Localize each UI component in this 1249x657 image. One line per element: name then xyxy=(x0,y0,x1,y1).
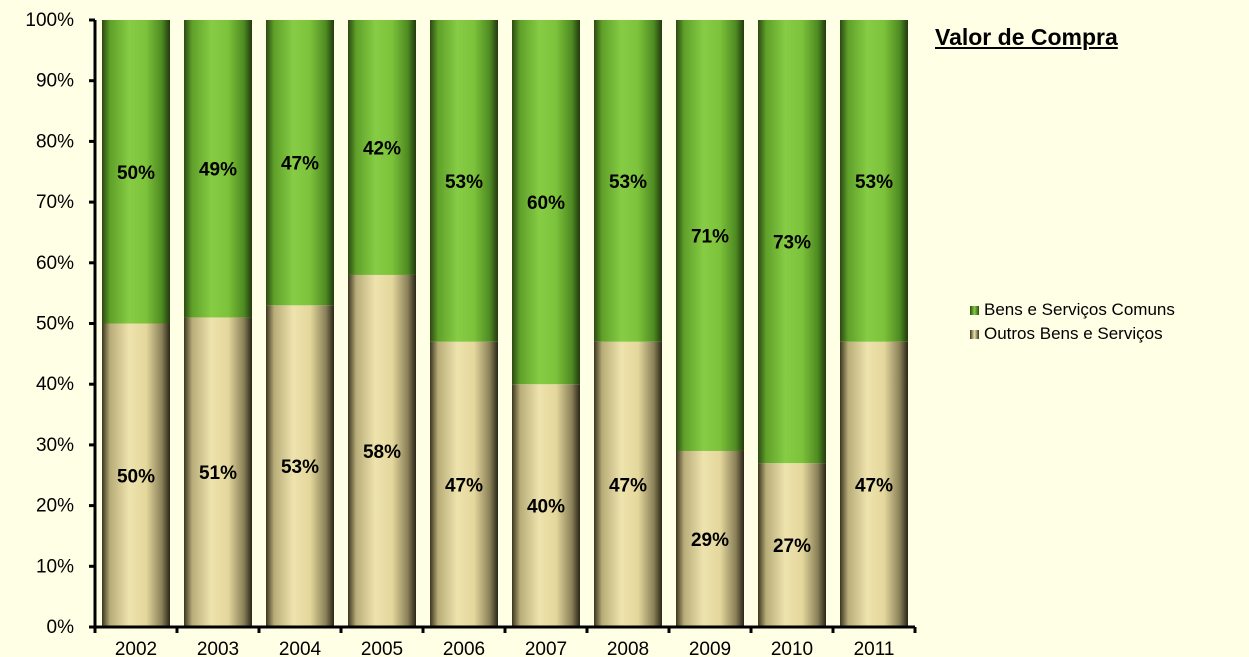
data-label-comuns-2010: 73% xyxy=(773,233,811,254)
x-tick-label-2006: 2006 xyxy=(443,639,485,657)
legend-item-comuns: Bens e Serviços Comuns xyxy=(970,298,1175,322)
data-label-outros-2006: 47% xyxy=(445,475,483,496)
y-tick-label-30%: 30% xyxy=(36,435,74,456)
bar-outros-2005 xyxy=(348,274,416,627)
bar-comuns-2006 xyxy=(430,20,498,342)
legend-label-outros: Outros Bens e Serviços xyxy=(984,324,1163,343)
y-tick-label-100%: 100% xyxy=(25,10,74,31)
legend-swatch-comuns xyxy=(970,305,979,315)
bar-comuns-2007 xyxy=(512,20,580,385)
y-tick-label-90%: 90% xyxy=(36,71,74,92)
bar-comuns-2011 xyxy=(840,20,908,342)
y-tick-label-0%: 0% xyxy=(47,617,75,638)
data-label-comuns-2003: 49% xyxy=(199,160,237,181)
x-tick-label-2010: 2010 xyxy=(771,639,813,657)
y-tick-label-10%: 10% xyxy=(36,556,74,577)
bar-comuns-2003 xyxy=(184,20,252,318)
data-label-comuns-2009: 71% xyxy=(691,226,729,247)
legend-item-outros: Outros Bens e Serviços xyxy=(970,322,1175,346)
data-label-outros-2007: 40% xyxy=(527,497,565,518)
bar-outros-2004 xyxy=(266,305,334,627)
y-tick-label-70%: 70% xyxy=(36,192,74,213)
bar-comuns-2002 xyxy=(102,20,170,324)
x-tick-label-2003: 2003 xyxy=(197,639,239,657)
x-tick-label-2009: 2009 xyxy=(689,639,731,657)
legend: Bens e Serviços Comuns Outros Bens e Ser… xyxy=(970,298,1175,346)
data-label-comuns-2007: 60% xyxy=(527,193,565,214)
legend-label-comuns: Bens e Serviços Comuns xyxy=(984,300,1175,319)
bar-outros-2006 xyxy=(430,341,498,627)
y-tick-label-40%: 40% xyxy=(36,374,74,395)
chart-title: Valor de Compra xyxy=(935,24,1118,50)
y-tick-label-50%: 50% xyxy=(36,314,74,335)
bar-outros-2003 xyxy=(184,317,252,627)
bar-outros-2011 xyxy=(840,341,908,627)
bar-comuns-2008 xyxy=(594,20,662,342)
x-tick-label-2008: 2008 xyxy=(607,639,649,657)
bar-comuns-2010 xyxy=(758,20,826,464)
bar-comuns-2009 xyxy=(676,20,744,451)
bar-comuns-2004 xyxy=(266,20,334,306)
data-label-outros-2010: 27% xyxy=(773,536,811,557)
data-label-outros-2011: 47% xyxy=(855,475,893,496)
data-label-outros-2002: 50% xyxy=(117,466,155,487)
data-label-comuns-2011: 53% xyxy=(855,172,893,193)
data-label-outros-2004: 53% xyxy=(281,457,319,478)
y-tick-label-80%: 80% xyxy=(36,131,74,152)
y-tick-label-60%: 60% xyxy=(36,253,74,274)
bar-comuns-2005 xyxy=(348,20,416,275)
x-tick-label-2004: 2004 xyxy=(279,639,322,657)
bar-outros-2002 xyxy=(102,323,170,627)
data-label-outros-2003: 51% xyxy=(199,463,237,484)
y-tick-label-20%: 20% xyxy=(36,496,74,517)
data-label-comuns-2006: 53% xyxy=(445,172,483,193)
bar-outros-2010 xyxy=(758,463,826,627)
data-label-comuns-2002: 50% xyxy=(117,163,155,184)
legend-swatch-outros xyxy=(970,329,979,339)
data-label-comuns-2008: 53% xyxy=(609,172,647,193)
x-tick-label-2011: 2011 xyxy=(854,639,895,657)
data-label-outros-2005: 58% xyxy=(363,442,401,463)
data-label-outros-2009: 29% xyxy=(691,530,729,551)
bar-outros-2007 xyxy=(512,384,580,627)
data-label-outros-2008: 47% xyxy=(609,475,647,496)
x-tick-label-2002: 2002 xyxy=(115,639,157,657)
data-label-comuns-2004: 47% xyxy=(281,154,319,175)
bar-outros-2008 xyxy=(594,341,662,627)
x-tick-label-2005: 2005 xyxy=(361,639,403,657)
bar-outros-2009 xyxy=(676,450,744,627)
data-label-comuns-2005: 42% xyxy=(363,138,401,159)
x-tick-label-2007: 2007 xyxy=(525,639,567,657)
